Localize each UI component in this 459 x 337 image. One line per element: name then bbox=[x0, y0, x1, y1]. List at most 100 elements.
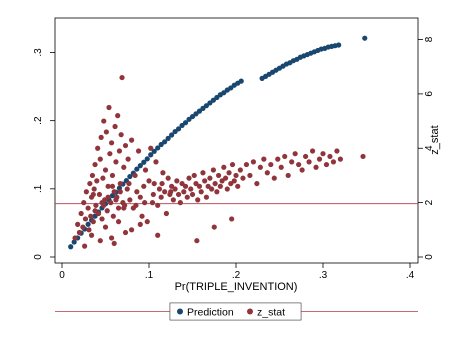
z-stat-point bbox=[229, 161, 236, 168]
z-stat-point bbox=[156, 186, 163, 192]
z-stat-point bbox=[117, 189, 123, 195]
prediction-point bbox=[362, 35, 368, 41]
z-stat-point bbox=[117, 180, 123, 187]
z-stat-point bbox=[113, 159, 119, 165]
z-stat-point bbox=[142, 167, 149, 173]
z-stat-point bbox=[116, 148, 123, 154]
z-stat-point bbox=[191, 172, 197, 179]
prediction-point bbox=[214, 94, 220, 101]
legend-label-z-stat: z_stat bbox=[257, 307, 285, 319]
legend: Prediction z_stat bbox=[55, 302, 418, 321]
y-left-tick-label: .3 bbox=[33, 48, 44, 57]
z-stat-point bbox=[89, 172, 96, 179]
z-stat-point bbox=[229, 216, 235, 222]
z-stat-point bbox=[168, 189, 174, 195]
z-stat-point bbox=[137, 221, 143, 227]
prediction-point bbox=[238, 78, 244, 84]
z-stat-point bbox=[99, 200, 105, 206]
prediction-point bbox=[109, 193, 116, 199]
z-stat-point bbox=[205, 183, 211, 189]
x-tick-label: .1 bbox=[145, 270, 154, 281]
z-stat-point bbox=[101, 118, 107, 124]
z-stat-point bbox=[142, 200, 148, 206]
z-stat-point bbox=[82, 216, 89, 222]
z-stat-point bbox=[174, 178, 180, 184]
z-stat-point bbox=[337, 156, 343, 162]
z-stat-point bbox=[254, 180, 260, 187]
z-stat-point bbox=[109, 183, 116, 189]
z-stat-point bbox=[113, 197, 119, 203]
z-stat-point bbox=[72, 235, 78, 241]
z-stat-point bbox=[224, 186, 230, 192]
z-stat-point bbox=[141, 183, 147, 189]
z-stat-point bbox=[209, 186, 215, 192]
z-stat-point bbox=[184, 194, 190, 200]
z-stat-point bbox=[82, 243, 88, 249]
z-stat-point bbox=[177, 200, 183, 206]
prediction-point bbox=[144, 156, 150, 162]
z-stat-point bbox=[360, 153, 366, 160]
prediction-point bbox=[336, 42, 342, 48]
z-stat-point bbox=[189, 191, 196, 198]
z-stat-point bbox=[129, 227, 135, 233]
z-stat-point bbox=[121, 164, 127, 170]
z-stat-point bbox=[162, 189, 168, 195]
z-stat-point bbox=[334, 148, 340, 154]
prediction-point bbox=[182, 120, 189, 126]
prediction-point bbox=[71, 239, 77, 245]
z-stat-point bbox=[92, 208, 98, 214]
z-stat-point bbox=[212, 180, 218, 187]
z-stat-point bbox=[306, 159, 312, 165]
z-stat-point bbox=[95, 145, 101, 151]
z-stat-point bbox=[182, 183, 189, 189]
z-stat-point bbox=[158, 194, 164, 200]
z-stat-point bbox=[240, 175, 246, 181]
z-stat-point bbox=[327, 153, 333, 160]
z-stat-point bbox=[165, 175, 171, 181]
z-stat-point bbox=[292, 151, 298, 157]
z-stat-point bbox=[198, 189, 204, 195]
z-stat-point bbox=[75, 221, 81, 227]
z-stat-point bbox=[219, 178, 225, 184]
x-tick-label: .4 bbox=[406, 270, 415, 281]
x-tick-label: .2 bbox=[232, 270, 241, 281]
legend-marker-z-stat bbox=[247, 308, 253, 315]
z-stat-point bbox=[235, 183, 241, 189]
z-stat-point bbox=[160, 170, 166, 176]
prediction-point bbox=[179, 122, 185, 129]
z-stat-point bbox=[111, 189, 117, 195]
prediction-point bbox=[127, 173, 133, 180]
plot-frame bbox=[54, 17, 419, 264]
z-stat-point bbox=[110, 213, 116, 219]
z-stat-point bbox=[97, 238, 103, 244]
z-stat-point bbox=[243, 161, 250, 168]
z-stat-point bbox=[115, 205, 122, 211]
y-right-tick-label: 6 bbox=[424, 91, 435, 97]
x-tick-label: .3 bbox=[319, 270, 328, 281]
prediction-point bbox=[228, 85, 234, 91]
z-stat-series bbox=[72, 74, 366, 249]
z-stat-point bbox=[100, 175, 106, 181]
z-stat-point bbox=[146, 178, 152, 184]
z-stat-point bbox=[211, 224, 217, 230]
prediction-point bbox=[169, 132, 175, 138]
prediction-point bbox=[210, 97, 216, 103]
z-stat-point bbox=[102, 167, 109, 173]
prediction-point bbox=[203, 103, 210, 109]
z-stat-point bbox=[216, 172, 222, 179]
z-stat-point bbox=[231, 178, 237, 184]
prediction-point bbox=[151, 148, 157, 154]
z-stat-point bbox=[151, 180, 157, 187]
z-stat-point bbox=[153, 159, 159, 165]
prediction-point bbox=[189, 113, 196, 120]
z-stat-point bbox=[196, 183, 203, 189]
z-stat-point bbox=[97, 156, 103, 162]
z-stat-point bbox=[112, 123, 118, 130]
prediction-point bbox=[172, 128, 178, 135]
x-axis-title: Pr(TRIPLE_INVENTION) bbox=[175, 281, 298, 293]
z-stat-point bbox=[94, 178, 100, 184]
z-stat-point bbox=[217, 183, 223, 189]
z-stat-point bbox=[237, 167, 243, 173]
z-stat-point bbox=[175, 191, 182, 198]
